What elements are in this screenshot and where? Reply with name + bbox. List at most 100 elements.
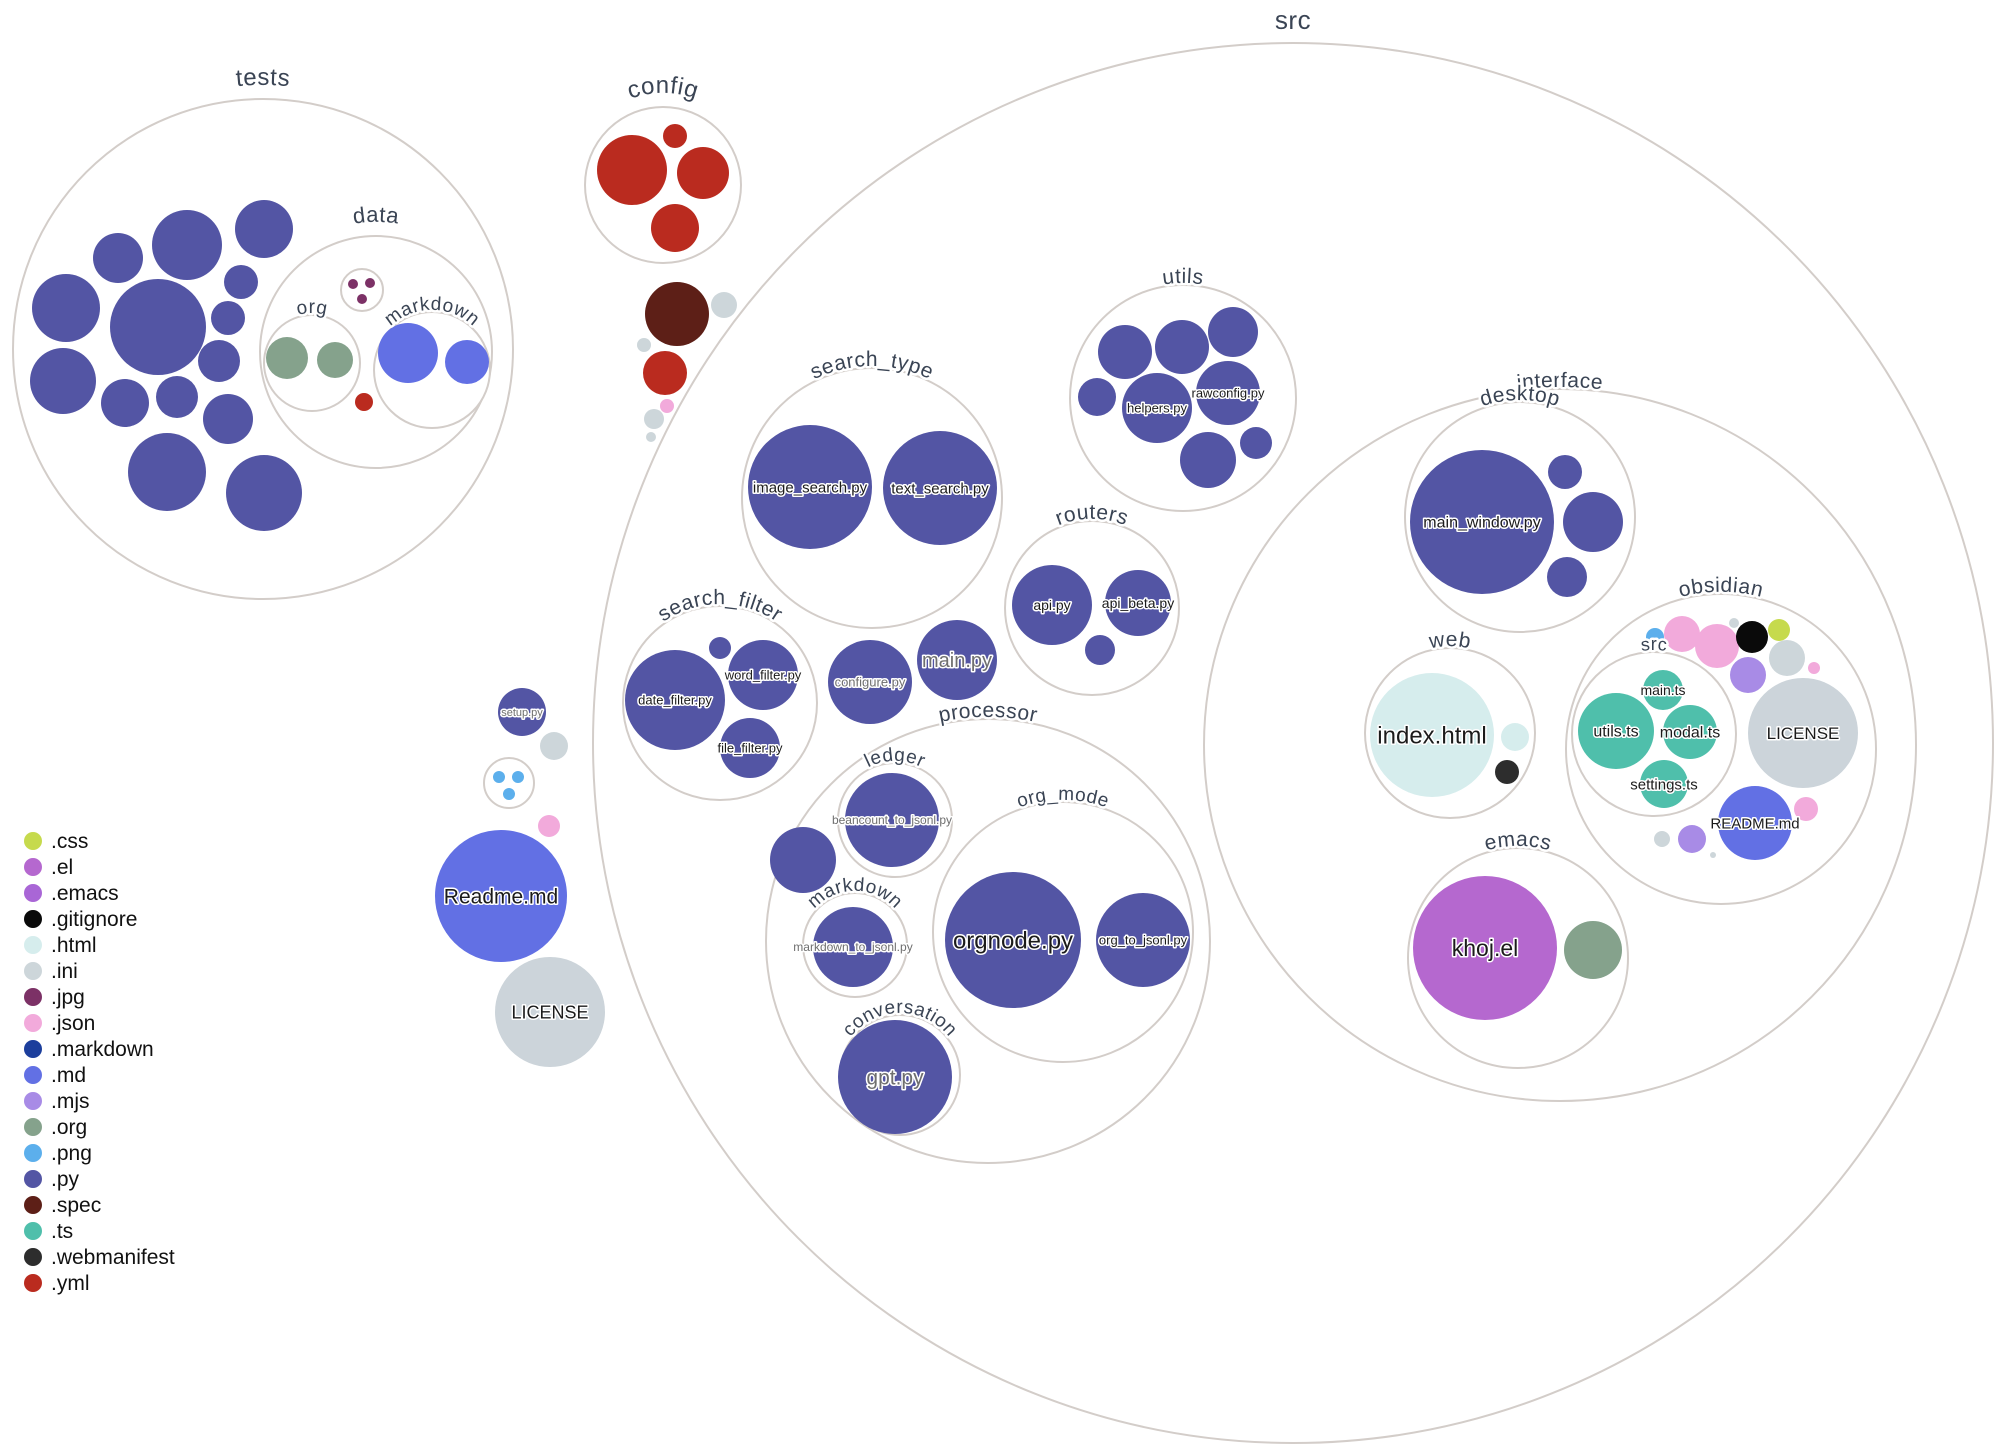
legend-swatch-markdown	[24, 1040, 42, 1058]
file-label-LICENSE: LICENSE	[1767, 724, 1840, 743]
file-py-1	[152, 210, 222, 280]
file-modal.ts	[1663, 705, 1717, 759]
file-json-76	[1664, 616, 1700, 652]
file-png-36	[512, 771, 524, 783]
file-yml-24	[677, 147, 729, 199]
file-label-main.ts: main.ts	[1640, 682, 1685, 698]
file-jpg-16	[357, 294, 367, 304]
file-README.md	[1718, 786, 1792, 860]
legend-label-spec: .spec	[51, 1194, 101, 1217]
file-py-6	[211, 301, 245, 335]
file-org_to_jsonl.py	[1096, 893, 1190, 987]
file-text_search.py	[883, 431, 997, 545]
legend-label-markdown: .markdown	[51, 1038, 154, 1061]
legend-swatch-png	[24, 1144, 42, 1162]
file-py-13	[226, 455, 302, 531]
file-index.html	[1370, 673, 1494, 797]
folder-data-images	[340, 268, 384, 312]
file-css-80	[1768, 619, 1790, 641]
file-py-8	[30, 348, 96, 414]
file-orgnode.py	[945, 872, 1081, 1008]
file-py-3	[235, 200, 293, 258]
legend-label-org: .org	[51, 1116, 87, 1139]
folder-label-obsidian-src: src	[1640, 634, 1668, 655]
file-label-beancount_to_jsonl.py: beancount_to_jsonl.py	[832, 813, 952, 827]
legend-swatch-ini	[24, 962, 42, 980]
file-label-date_filter.py: date_filter.py	[638, 693, 712, 708]
file-Readme.md	[435, 830, 567, 962]
file-date_filter.py	[625, 650, 725, 750]
file-label-main.py: main.py	[922, 650, 992, 672]
file-html-71	[1501, 723, 1529, 751]
file-label-api.py: api.py	[1033, 597, 1070, 613]
file-py-5	[32, 274, 100, 342]
file-yml-22	[597, 135, 667, 205]
file-label-index.html: index.html	[1377, 722, 1486, 749]
file-png-75	[1646, 628, 1664, 646]
file-main_window.py	[1410, 450, 1554, 594]
file-label-helpers.py: helpers.py	[1127, 401, 1187, 416]
file-py-59	[1085, 635, 1115, 665]
file-py-12	[128, 433, 206, 511]
file-label-main_window.py: main_window.py	[1423, 515, 1540, 532]
legend-swatch-yml	[24, 1274, 42, 1292]
file-setup.py	[498, 688, 546, 736]
file-json-89	[1794, 797, 1818, 821]
file-mjs-82	[1730, 657, 1766, 693]
file-settings.ts	[1640, 760, 1688, 808]
file-py-11	[203, 394, 253, 444]
folder-label-interface: interface	[1516, 369, 1605, 394]
legend-label-json: .json	[51, 1012, 95, 1035]
folder-label-src: src	[1275, 5, 1312, 35]
file-org-17	[266, 337, 308, 379]
file-label-configure.py: configure.py	[835, 675, 906, 690]
file-api_beta.py	[1105, 570, 1171, 636]
file-py-51	[1208, 307, 1258, 357]
file-yml-23	[663, 124, 687, 148]
legend-swatch-mjs	[24, 1092, 42, 1110]
file-org-74	[1564, 921, 1622, 979]
file-label-Readme.md: Readme.md	[444, 885, 558, 908]
file-label-khoj.el: khoj.el	[1452, 935, 1518, 961]
legend-label-gitignore: .gitignore	[51, 908, 137, 931]
file-labels: setup.py Readme.md LICENSE configure.py main…	[442, 384, 1841, 1091]
file-utils.ts	[1578, 693, 1654, 769]
file-LICENSE	[495, 957, 605, 1067]
file-py-69	[1547, 557, 1587, 597]
file-ini-86	[1654, 831, 1670, 847]
file-ini-78	[1729, 618, 1739, 628]
file-rawconfig.py	[1196, 361, 1260, 425]
legend-swatch-gitignore	[24, 910, 42, 928]
folder-label-tests: tests	[235, 64, 292, 92]
file-webmanifest-72	[1495, 760, 1519, 784]
file-khoj.el	[1413, 876, 1557, 1020]
file-py-52	[1078, 378, 1116, 416]
file-ini-81	[1769, 640, 1805, 676]
file-py-68	[1563, 492, 1623, 552]
legend-label-webmanifest: .webmanifest	[51, 1246, 175, 1269]
file-label-gpt.py: gpt.py	[866, 1066, 924, 1089]
file-label-image_search.py: image_search.py	[753, 479, 868, 496]
legend-label-md: .md	[51, 1064, 86, 1087]
file-py-7	[198, 340, 240, 382]
legend-label-ini: .ini	[51, 960, 78, 983]
file-org-18	[317, 342, 353, 378]
file-label-word_filter.py: word_filter.py	[724, 668, 802, 683]
legend-label-css: .css	[51, 830, 88, 853]
file-label-file_filter.py: file_filter.py	[717, 741, 783, 756]
folder-routers	[1004, 520, 1180, 696]
file-png-37	[503, 788, 515, 800]
file-markdown_to_jsonl.py	[813, 907, 893, 987]
file-mjs-87	[1678, 825, 1706, 853]
folder-label-data: data	[351, 202, 401, 229]
file-jpg-14	[348, 279, 358, 289]
file-ini-34	[540, 732, 568, 760]
folder-obsidian-src	[1571, 651, 1737, 817]
file-label-README.md: README.md	[1710, 815, 1799, 832]
file-ini-28	[637, 338, 651, 352]
legend-label-html: .html	[51, 934, 97, 957]
file-image_search.py	[748, 425, 872, 549]
file-json-30	[660, 399, 674, 413]
